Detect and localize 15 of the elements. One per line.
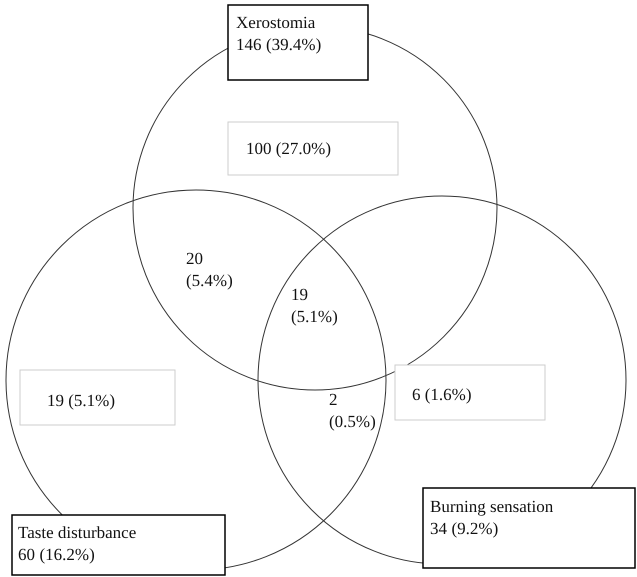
data-label: 60 [18, 545, 35, 564]
text: 6 (1.6%) [412, 385, 472, 404]
text: 2 (0.5%) [329, 390, 376, 431]
category-label: Burning sensation [430, 497, 554, 516]
text: 19 (5.1%) [47, 391, 115, 410]
text: (39.4%) [266, 35, 322, 54]
text: 19 (5.1%) [291, 285, 338, 326]
category-label: Taste disturbance [18, 523, 136, 542]
data-label: 146 [236, 35, 262, 54]
text: (16.2%) [40, 545, 95, 564]
text: 100 (27.0%) [246, 139, 331, 158]
text: (9.2%) [452, 519, 498, 538]
text: 20 (5.4%) [186, 249, 233, 290]
category-label: Xerostomia [236, 13, 316, 32]
data-label: 34 [430, 519, 448, 538]
